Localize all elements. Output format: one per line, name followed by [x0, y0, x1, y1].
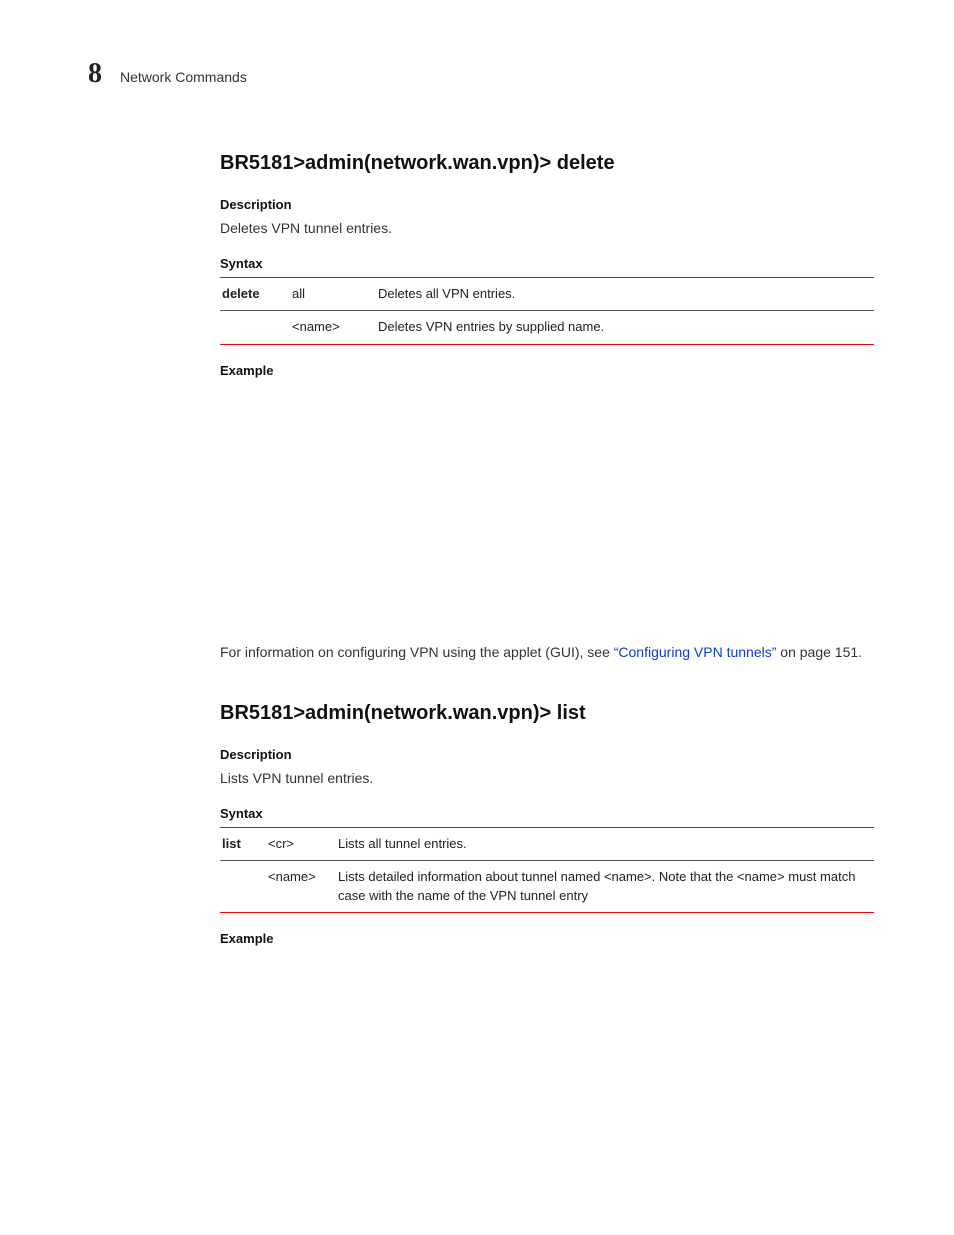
description-label: Description [220, 747, 874, 762]
xref-paragraph: For information on configuring VPN using… [220, 642, 874, 662]
syntax-desc: Lists all tunnel entries. [336, 828, 874, 861]
syntax-cmd [220, 861, 266, 912]
syntax-arg: all [290, 278, 376, 311]
syntax-cmd: delete [220, 278, 290, 311]
description-label: Description [220, 197, 874, 212]
xref-suffix: on page 151. [776, 644, 862, 660]
syntax-desc: Lists detailed information about tunnel … [336, 861, 874, 912]
syntax-label: Syntax [220, 806, 874, 821]
command-heading-list: BR5181>admin(network.wan.vpn)> list [220, 702, 874, 725]
xref-prefix: For information on configuring VPN using… [220, 644, 614, 660]
syntax-desc: Deletes VPN entries by supplied name. [376, 311, 874, 344]
syntax-table-list: list <cr> Lists all tunnel entries. <nam… [220, 827, 874, 913]
syntax-cmd: list [220, 828, 266, 861]
command-heading-delete: BR5181>admin(network.wan.vpn)> delete [220, 152, 874, 175]
example-label: Example [220, 363, 874, 378]
syntax-cmd [220, 311, 290, 344]
syntax-table-delete: delete all Deletes all VPN entries. <nam… [220, 277, 874, 344]
syntax-arg: <name> [290, 311, 376, 344]
syntax-label: Syntax [220, 256, 874, 271]
syntax-arg: <cr> [266, 828, 336, 861]
syntax-arg: <name> [266, 861, 336, 912]
chapter-title: Network Commands [120, 69, 247, 85]
syntax-desc: Deletes all VPN entries. [376, 278, 874, 311]
chapter-number: 8 [88, 58, 102, 90]
running-header: 8 Network Commands [88, 58, 874, 90]
example-label: Example [220, 931, 874, 946]
description-text: Deletes VPN tunnel entries. [220, 218, 874, 238]
description-text: Lists VPN tunnel entries. [220, 768, 874, 788]
xref-link-configuring-vpn-tunnels[interactable]: “Configuring VPN tunnels” [614, 644, 777, 660]
